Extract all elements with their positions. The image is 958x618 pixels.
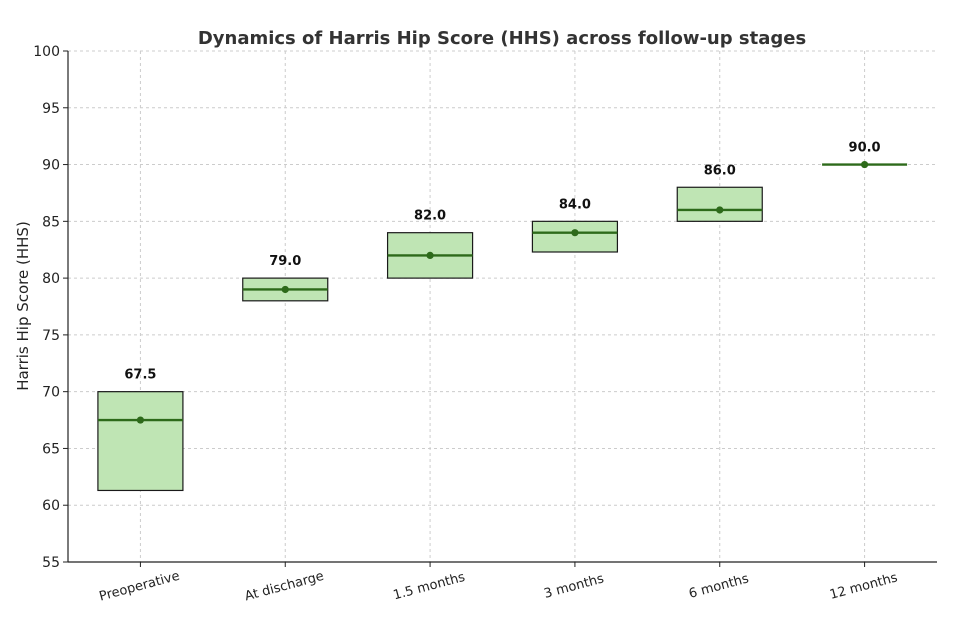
y-tick-label: 90 xyxy=(42,158,60,174)
y-tick-label: 70 xyxy=(42,385,60,401)
x-tick-label: 12 months xyxy=(828,570,899,603)
median-value-label: 79.0 xyxy=(269,254,301,269)
y-tick-label: 85 xyxy=(42,214,60,230)
axes: 55 60 65 70 75 80 85 90 95 100 Preoperative At disc… xyxy=(33,44,937,605)
boxes xyxy=(97,160,908,492)
x-tick-label: At discharge xyxy=(243,569,325,605)
median-point xyxy=(426,251,434,259)
grid xyxy=(68,50,937,562)
median-point xyxy=(716,206,724,214)
y-tick-label: 60 xyxy=(42,498,60,514)
x-tick-label: Preoperative xyxy=(98,569,182,605)
median-point xyxy=(281,285,289,294)
y-tick-label: 100 xyxy=(33,44,60,60)
chart-title: Dynamics of Harris Hip Score (HHS) acros… xyxy=(198,28,806,49)
x-tick-label: 6 months xyxy=(687,571,750,601)
x-tick-label: 1.5 months xyxy=(392,570,467,604)
y-tick-label: 65 xyxy=(42,441,60,457)
median-value-label: 67.5 xyxy=(124,368,156,383)
median-value-label: 86.0 xyxy=(704,163,736,178)
median-value-label: 84.0 xyxy=(559,197,591,212)
y-tick-label: 95 xyxy=(42,101,60,117)
median-point xyxy=(136,416,145,424)
median-point xyxy=(860,160,869,169)
y-tick-label: 80 xyxy=(42,271,60,287)
iqr-box xyxy=(97,391,184,492)
labels: 67.5 79.0 82.0 84.0 86.0 90.0 xyxy=(124,141,880,383)
y-axis-label: Harris Hip Score (HHS) xyxy=(14,221,32,391)
y-tick-label: 75 xyxy=(42,328,60,344)
median-value-label: 90.0 xyxy=(849,141,881,156)
iqr-box xyxy=(531,220,619,253)
y-tick-label: 55 xyxy=(42,555,60,571)
median-point xyxy=(571,229,579,237)
median-value-label: 82.0 xyxy=(414,209,446,224)
x-tick-label: 3 months xyxy=(542,571,605,601)
iqr-box xyxy=(676,186,763,222)
